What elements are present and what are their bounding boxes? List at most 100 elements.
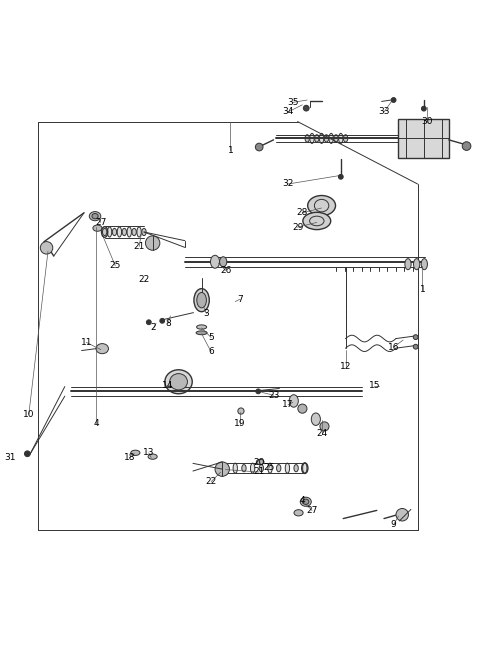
Text: 11: 11 xyxy=(81,338,92,347)
Ellipse shape xyxy=(334,134,338,142)
Circle shape xyxy=(24,451,30,457)
Text: 2: 2 xyxy=(151,323,156,333)
Text: 9: 9 xyxy=(391,520,396,529)
Text: 7: 7 xyxy=(237,295,243,304)
Circle shape xyxy=(462,142,471,150)
Text: 32: 32 xyxy=(282,180,294,188)
Circle shape xyxy=(215,462,229,476)
Ellipse shape xyxy=(311,413,321,426)
Text: 29: 29 xyxy=(292,222,303,232)
Text: 23: 23 xyxy=(268,391,279,400)
Ellipse shape xyxy=(122,228,127,236)
Ellipse shape xyxy=(131,450,140,455)
Ellipse shape xyxy=(298,404,307,413)
Ellipse shape xyxy=(315,134,319,142)
Ellipse shape xyxy=(225,464,229,472)
Text: 28: 28 xyxy=(297,209,308,217)
Ellipse shape xyxy=(137,227,141,237)
Text: 5: 5 xyxy=(208,333,214,342)
Text: 4: 4 xyxy=(300,497,305,505)
Text: 1: 1 xyxy=(420,285,425,294)
Ellipse shape xyxy=(92,213,98,219)
Text: 14: 14 xyxy=(162,381,174,390)
Text: 30: 30 xyxy=(421,117,433,126)
Text: 21: 21 xyxy=(253,468,265,476)
Ellipse shape xyxy=(294,510,303,516)
Text: 15: 15 xyxy=(369,381,380,390)
Text: 24: 24 xyxy=(316,429,327,438)
Circle shape xyxy=(338,174,343,179)
Text: 22: 22 xyxy=(205,477,217,486)
Text: 34: 34 xyxy=(282,108,294,117)
Ellipse shape xyxy=(289,395,298,407)
Ellipse shape xyxy=(405,258,411,270)
Text: 4: 4 xyxy=(93,419,99,428)
Text: 35: 35 xyxy=(287,98,299,107)
Circle shape xyxy=(145,236,160,250)
Ellipse shape xyxy=(196,331,207,335)
Ellipse shape xyxy=(310,133,314,144)
Circle shape xyxy=(256,389,261,394)
Ellipse shape xyxy=(303,213,331,230)
Circle shape xyxy=(421,106,426,111)
Ellipse shape xyxy=(242,464,246,472)
Circle shape xyxy=(391,98,396,102)
Ellipse shape xyxy=(338,133,343,144)
Text: 19: 19 xyxy=(234,419,246,428)
Text: 8: 8 xyxy=(165,319,171,328)
Ellipse shape xyxy=(302,499,309,504)
Ellipse shape xyxy=(285,463,289,473)
Circle shape xyxy=(303,105,309,111)
Text: 20: 20 xyxy=(253,458,265,467)
Text: 12: 12 xyxy=(340,362,351,371)
Ellipse shape xyxy=(194,289,209,312)
Circle shape xyxy=(413,335,418,340)
Ellipse shape xyxy=(320,422,329,431)
Ellipse shape xyxy=(276,464,281,472)
Text: 17: 17 xyxy=(282,400,294,409)
Ellipse shape xyxy=(302,463,307,473)
Text: 27: 27 xyxy=(95,218,107,227)
Ellipse shape xyxy=(196,325,206,329)
Text: 3: 3 xyxy=(204,309,209,318)
Ellipse shape xyxy=(148,454,157,459)
Ellipse shape xyxy=(233,463,238,473)
Text: 26: 26 xyxy=(220,266,231,275)
Ellipse shape xyxy=(329,133,333,144)
Ellipse shape xyxy=(256,459,264,464)
Circle shape xyxy=(40,241,53,254)
Ellipse shape xyxy=(324,134,328,142)
Text: 16: 16 xyxy=(388,342,399,352)
Ellipse shape xyxy=(93,225,102,232)
Ellipse shape xyxy=(308,195,336,216)
Ellipse shape xyxy=(132,228,136,236)
Ellipse shape xyxy=(421,258,427,270)
Ellipse shape xyxy=(165,370,192,394)
Circle shape xyxy=(396,508,408,521)
Circle shape xyxy=(146,320,151,325)
Ellipse shape xyxy=(117,227,121,237)
Ellipse shape xyxy=(197,293,206,308)
Ellipse shape xyxy=(251,463,255,473)
Ellipse shape xyxy=(142,228,146,236)
Ellipse shape xyxy=(343,134,348,142)
Ellipse shape xyxy=(112,228,117,236)
Ellipse shape xyxy=(300,497,311,506)
Ellipse shape xyxy=(108,227,112,237)
Polygon shape xyxy=(398,119,449,157)
Circle shape xyxy=(413,344,418,349)
Ellipse shape xyxy=(320,133,324,144)
Text: 10: 10 xyxy=(23,410,35,419)
Ellipse shape xyxy=(268,463,272,473)
Circle shape xyxy=(160,318,165,323)
Ellipse shape xyxy=(96,344,108,354)
Ellipse shape xyxy=(220,256,227,267)
Text: 6: 6 xyxy=(208,348,214,356)
Text: 31: 31 xyxy=(4,453,15,462)
Circle shape xyxy=(255,143,263,151)
Text: 1: 1 xyxy=(228,146,233,155)
Ellipse shape xyxy=(259,464,264,472)
Text: 13: 13 xyxy=(143,448,155,457)
Text: 21: 21 xyxy=(133,242,145,251)
Ellipse shape xyxy=(238,408,244,414)
